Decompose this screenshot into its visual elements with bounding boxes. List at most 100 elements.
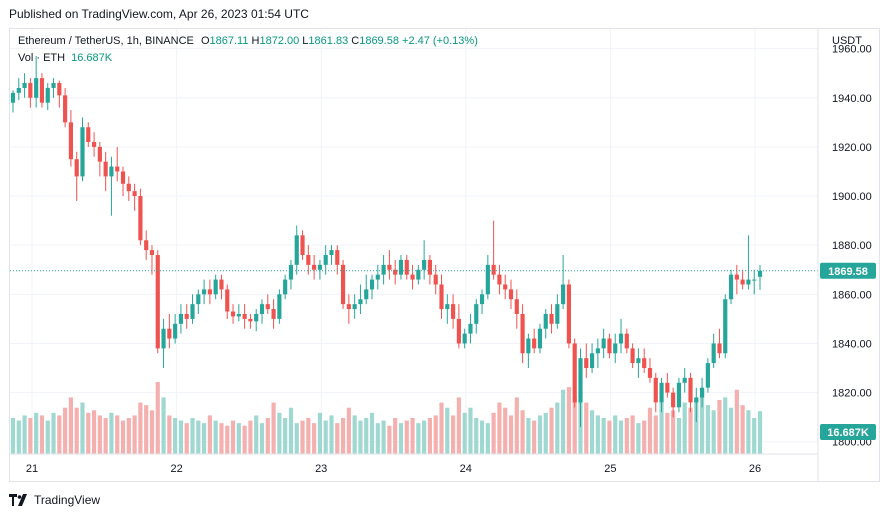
volume-bar: [190, 418, 195, 454]
candle-body: [161, 328, 166, 349]
volume-bar: [445, 407, 450, 454]
volume-bar: [161, 397, 166, 454]
candle-body: [190, 304, 195, 319]
volume-bar: [225, 425, 230, 454]
candle-body: [398, 259, 404, 275]
candle-body: [659, 382, 664, 403]
candle-body: [196, 294, 201, 305]
candle-body: [445, 304, 450, 310]
time-axis[interactable]: 21 22 23 24 25 26: [26, 463, 761, 475]
candle-body: [514, 299, 519, 314]
volume-label[interactable]: Vol · ETH: [18, 52, 66, 64]
low-value: 1861.83: [308, 35, 349, 47]
volume-bar: [138, 402, 143, 454]
volume-bar: [607, 420, 612, 454]
candle-body: [404, 259, 409, 275]
volume-bar: [375, 423, 380, 454]
volume-bar: [439, 402, 444, 454]
volume-bar: [526, 418, 531, 454]
volume-bar: [578, 400, 583, 454]
published-caption: Published on TradingView.com, Apr 26, 20…: [9, 7, 309, 21]
candle-body: [653, 377, 658, 403]
candle-body: [277, 294, 282, 319]
candle-body: [306, 255, 311, 265]
candle-body: [312, 264, 317, 270]
candle-body: [578, 358, 583, 403]
candle-body: [97, 146, 102, 162]
volume-bar: [508, 415, 514, 454]
candle-body: [120, 171, 126, 184]
volume-bar: [728, 407, 734, 454]
candle-body: [433, 274, 438, 285]
volume-bar: [207, 415, 212, 454]
candle-body: [752, 279, 757, 281]
volume-bar: [22, 415, 27, 454]
volume-bar: [335, 423, 340, 454]
candle-body: [381, 264, 386, 275]
volume-bar: [306, 418, 311, 454]
change-value: +2.47 (+0.13%): [402, 35, 478, 47]
volume-bar: [28, 418, 33, 454]
brand-footer[interactable]: TradingView: [9, 491, 100, 509]
candle-body: [254, 313, 259, 322]
brand-label: TradingView: [34, 493, 101, 507]
volume-bar: [294, 423, 299, 454]
candle-body: [740, 279, 745, 285]
candle-body: [700, 387, 705, 398]
candle-body: [329, 250, 334, 256]
volume-bar: [555, 402, 560, 454]
price-axis[interactable]: 1800.001820.001840.001860.001880.001900.…: [832, 44, 872, 449]
candle-body: [91, 142, 97, 147]
candle-body: [138, 196, 143, 241]
volume-bar: [410, 418, 415, 454]
symbol-title[interactable]: Ethereum / TetherUS, 1h, BINANCE: [18, 35, 194, 47]
volume-bar: [624, 418, 629, 454]
volume-bar: [398, 423, 404, 454]
candle-body: [561, 284, 566, 305]
candle-body: [595, 348, 600, 354]
candle-body: [688, 377, 693, 403]
volume-bar: [566, 387, 571, 454]
candle-body: [317, 264, 322, 270]
chart-pane[interactable]: USDT 1800.00 1820.00 1840.00 1860.00 1880.00…: [9, 28, 880, 482]
volume-bar: [630, 415, 635, 454]
chart-canvas[interactable]: USDT 1800.001820.001840.001860.001880.00…: [10, 29, 879, 481]
candle-body: [294, 235, 299, 265]
volume-bar: [468, 407, 473, 454]
volume-bar: [254, 415, 259, 454]
volume-bar: [520, 410, 525, 454]
candle-body: [497, 274, 502, 285]
candle-body: [340, 264, 346, 305]
volume-bar: [91, 410, 97, 454]
volume-bar: [688, 407, 693, 454]
candle-body: [624, 333, 629, 349]
volume-bar: [115, 415, 120, 454]
volume-bar: [144, 405, 149, 454]
open-label: O: [200, 35, 210, 47]
candle-body: [109, 166, 114, 177]
candle-body: [219, 279, 224, 290]
low-label: L: [302, 35, 309, 47]
candle-body: [537, 328, 543, 349]
price-tick-label: 1880.00: [832, 240, 872, 252]
candle-body: [520, 313, 525, 354]
candle-body: [508, 289, 514, 300]
volume-bar: [485, 423, 490, 454]
volume-bar: [103, 418, 108, 454]
candle-body: [555, 304, 560, 324]
volume-bar: [219, 423, 224, 454]
candle-body: [393, 269, 398, 275]
volume-bar: [503, 407, 508, 454]
candle-body: [717, 343, 722, 354]
candle-body: [86, 127, 91, 143]
volume-bar: [120, 420, 126, 454]
candle-body: [491, 264, 496, 275]
volume-bar: [271, 402, 276, 454]
volume-bar: [346, 407, 351, 454]
volume-bar: [671, 410, 676, 454]
volume-bar: [416, 423, 421, 454]
volume-bar: [514, 397, 519, 454]
time-tick-label: 26: [749, 463, 761, 475]
volume-bar: [589, 410, 595, 454]
volume-bar: [300, 420, 305, 454]
